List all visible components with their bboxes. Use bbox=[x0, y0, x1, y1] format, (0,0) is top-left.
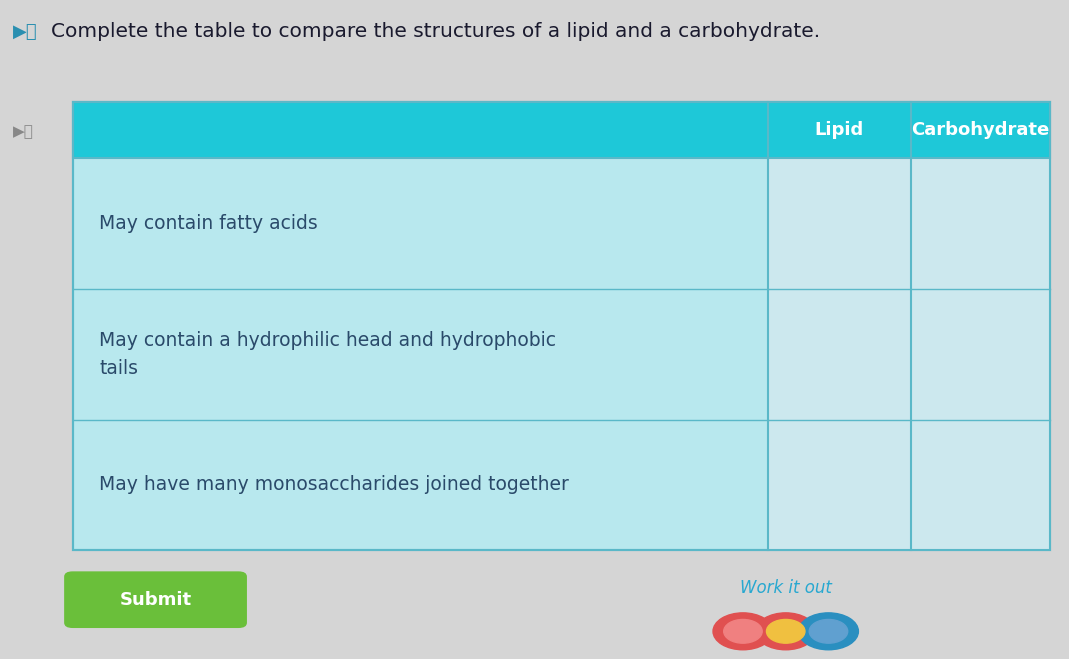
Bar bbox=[73, 102, 1050, 550]
Bar bbox=[0, 0, 1069, 69]
Circle shape bbox=[799, 613, 858, 650]
Text: ▶⦾: ▶⦾ bbox=[13, 125, 34, 139]
Circle shape bbox=[713, 613, 773, 650]
FancyBboxPatch shape bbox=[64, 571, 247, 628]
Text: Submit: Submit bbox=[120, 590, 191, 609]
Text: Complete the table to compare the structures of a lipid and a carbohydrate.: Complete the table to compare the struct… bbox=[51, 22, 820, 41]
Bar bbox=[73, 102, 1050, 550]
Circle shape bbox=[809, 619, 848, 643]
Text: ▶⦾: ▶⦾ bbox=[13, 22, 37, 41]
Circle shape bbox=[756, 613, 816, 650]
Bar bbox=[73, 102, 1050, 158]
Bar bbox=[73, 102, 1050, 158]
Bar bbox=[768, 158, 1050, 550]
Text: May contain fatty acids: May contain fatty acids bbox=[99, 214, 319, 233]
Text: Work it out: Work it out bbox=[740, 579, 832, 597]
Text: Lipid: Lipid bbox=[815, 121, 864, 139]
Circle shape bbox=[766, 619, 805, 643]
Text: Carbohydrate: Carbohydrate bbox=[911, 121, 1050, 139]
Text: May contain a hydrophilic head and hydrophobic
tails: May contain a hydrophilic head and hydro… bbox=[99, 331, 557, 378]
Text: May have many monosaccharides joined together: May have many monosaccharides joined tog… bbox=[99, 475, 570, 494]
Circle shape bbox=[724, 619, 762, 643]
